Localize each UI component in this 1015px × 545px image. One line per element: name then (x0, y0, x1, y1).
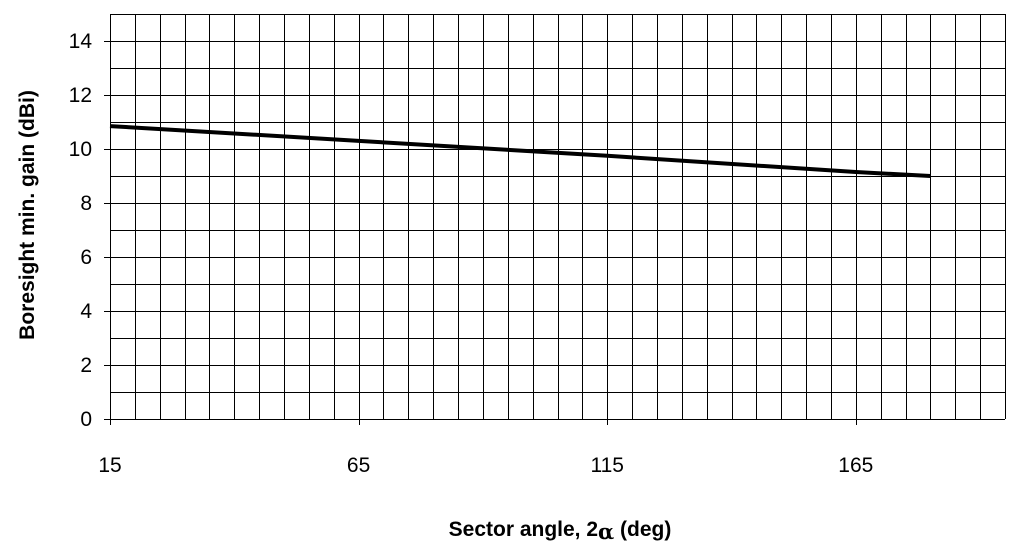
x-tick-label: 65 (347, 454, 370, 477)
y-tick-label: 12 (69, 84, 92, 107)
chart-grid (110, 14, 1006, 420)
y-axis-title: Boresight min. gain (dBi) (16, 90, 39, 340)
x-axis-title-prefix: Sector angle, 2 (449, 518, 598, 541)
series-layer (109, 124, 931, 178)
y-tick-label: 14 (69, 30, 93, 53)
x-tick-label: 165 (838, 454, 873, 477)
y-tick-label: 6 (80, 246, 92, 269)
x-tick-label: 115 (590, 454, 623, 477)
y-tick-label: 10 (69, 138, 92, 161)
x-axis-title: Sector angle, 2α (deg) (449, 518, 672, 544)
y-tick-labels: 0 2 4 6 8 10 12 14 (69, 30, 93, 431)
y-tick-label: 2 (80, 354, 92, 377)
x-axis-title-symbol: α (598, 519, 614, 544)
x-tick-labels: 15 65 115 165 (98, 454, 873, 477)
series-line (109, 124, 931, 178)
y-tick-label: 8 (80, 192, 92, 215)
y-tick-label: 0 (80, 408, 92, 431)
x-axis-title-suffix: (deg) (614, 518, 671, 541)
x-tick-label: 15 (98, 454, 121, 477)
y-tick-label: 4 (80, 300, 92, 323)
axis-ticks (104, 41, 857, 425)
